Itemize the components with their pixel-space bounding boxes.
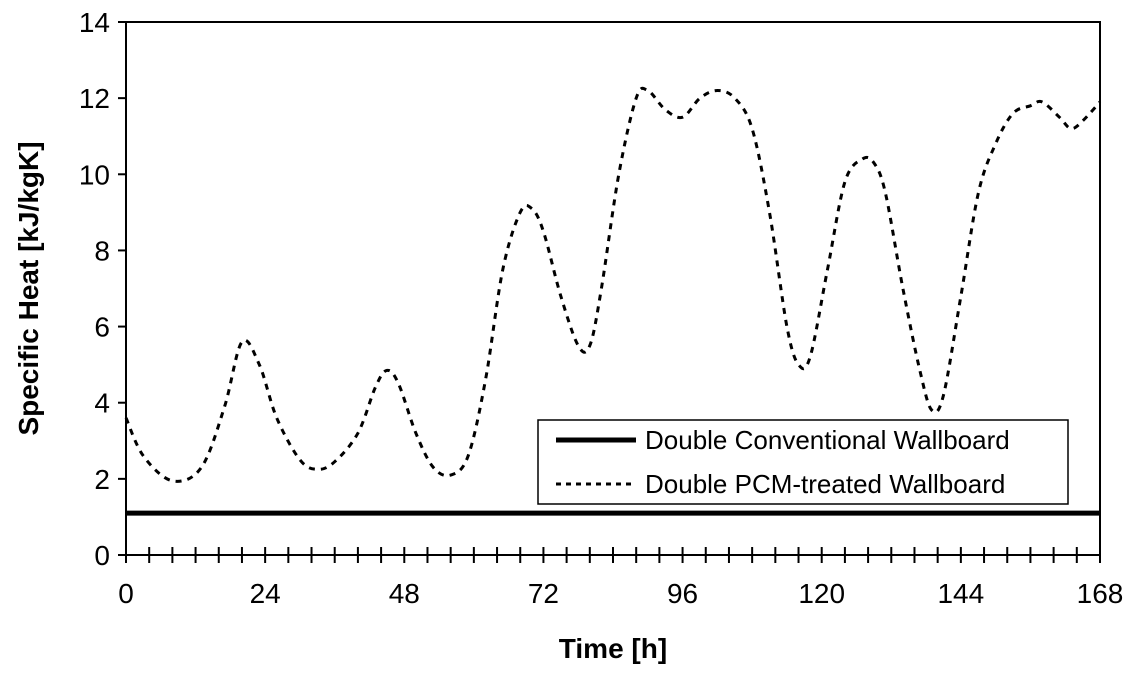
y-tick-label: 14	[79, 7, 110, 38]
legend: Double Conventional Wallboard Double PCM…	[537, 419, 1069, 505]
y-tick-label: 8	[94, 235, 110, 266]
x-tick-label: 72	[528, 578, 559, 609]
axes-layer	[118, 21, 1101, 563]
y-tick-label: 2	[94, 464, 110, 495]
x-tick-label: 48	[389, 578, 420, 609]
x-tick-label: 120	[798, 578, 845, 609]
legend-label-pcm: Double PCM-treated Wallboard	[645, 469, 1005, 499]
y-tick-label: 4	[94, 388, 110, 419]
x-tick-label: 168	[1077, 578, 1124, 609]
y-tick-label: 12	[79, 83, 110, 114]
series-pcm-line	[124, 86, 1102, 483]
x-tick-label: 144	[937, 578, 984, 609]
x-axis-title: Time [h]	[559, 633, 667, 664]
y-tick-label: 10	[79, 159, 110, 190]
x-tick-label: 24	[250, 578, 281, 609]
y-tick-label: 0	[94, 540, 110, 571]
legend-box	[537, 419, 1069, 505]
x-tick-label: 96	[667, 578, 698, 609]
plot-series-layer	[124, 86, 1102, 516]
legend-label-conventional: Double Conventional Wallboard	[645, 425, 1010, 455]
x-tick-label: 0	[118, 578, 134, 609]
y-axis-title: Specific Heat [kJ/kgK]	[13, 141, 44, 435]
y-tick-label: 6	[94, 312, 110, 343]
